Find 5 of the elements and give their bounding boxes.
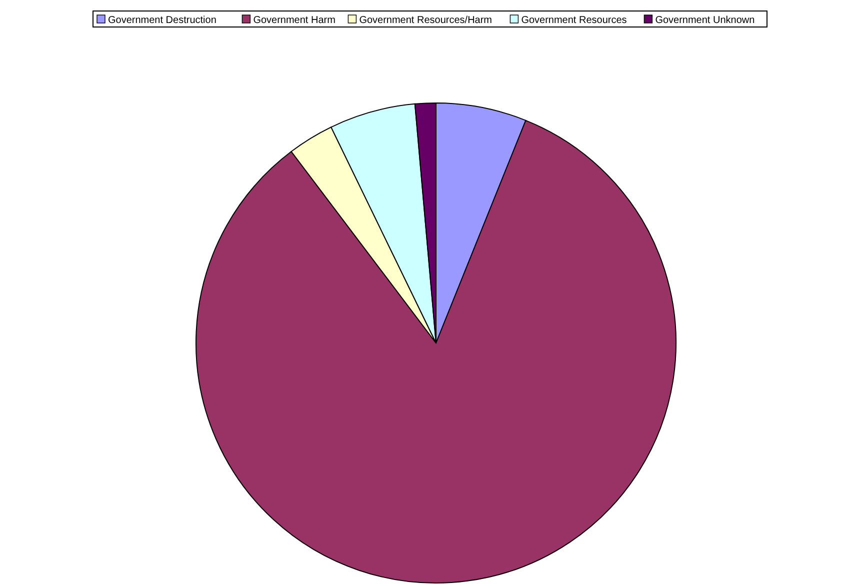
legend-label: Government Destruction bbox=[108, 15, 216, 26]
legend-label: Government Unknown bbox=[655, 15, 755, 26]
legend-label: Government Resources/Harm bbox=[359, 15, 492, 26]
legend-label: Government Harm bbox=[253, 15, 336, 26]
legend-label: Government Resources bbox=[521, 15, 627, 26]
